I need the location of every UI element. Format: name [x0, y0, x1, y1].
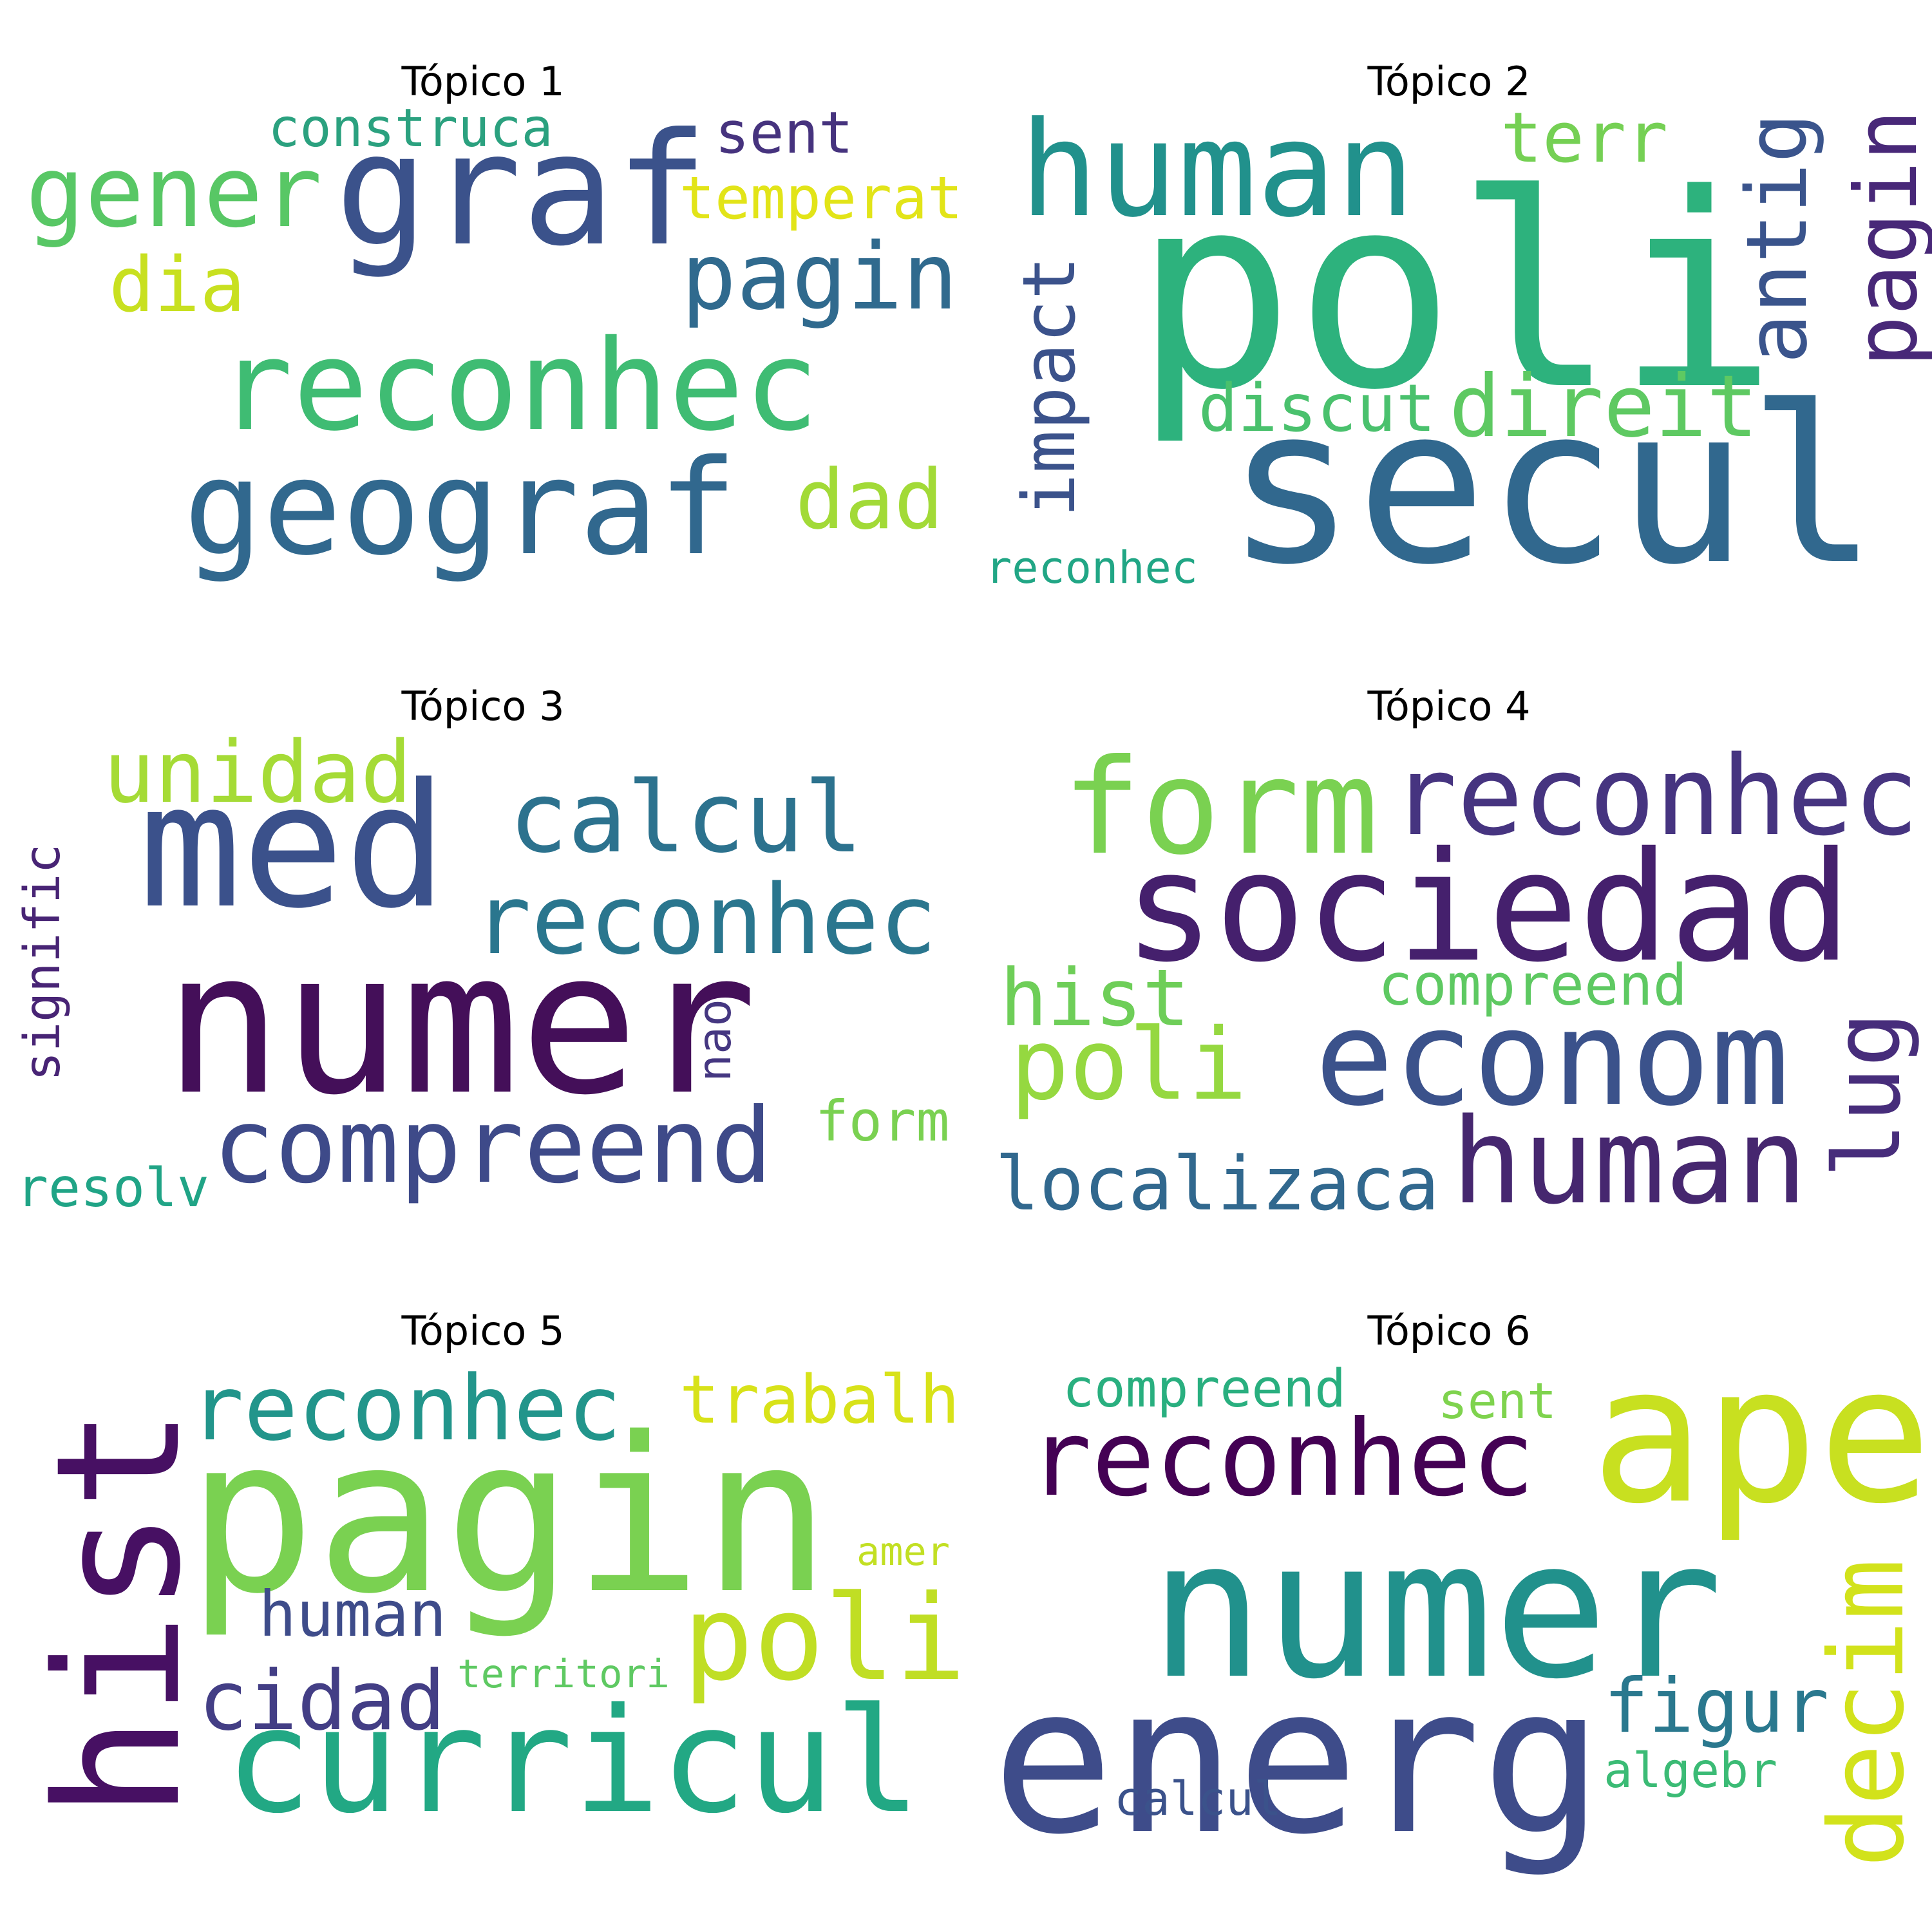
word-calcul: calcul	[509, 760, 864, 875]
word-cloud: reconhec graf geograf gener pagin dia dad const…	[0, 0, 966, 644]
word-numer: numer	[1149, 1499, 1723, 1721]
word-gener: gener	[25, 135, 323, 251]
topic-title: Tópico 2	[1367, 58, 1531, 105]
word-impact: impact	[1007, 256, 1092, 517]
word-numer: numer	[164, 909, 757, 1139]
word-form: form	[815, 1089, 950, 1155]
word-amer: amer	[857, 1529, 950, 1575]
word-discut: discut	[1198, 370, 1436, 447]
word-hist: hist	[19, 1407, 219, 1819]
word-poli: poli	[1133, 137, 1778, 449]
word-human: human	[1451, 1094, 1808, 1231]
word-antig: antig	[1728, 113, 1826, 364]
word-curricul: curricul	[225, 1676, 922, 1845]
topic-panel-1: Tópico 1 reconhec graf geograf gener pagin dia…	[0, 0, 966, 644]
word-localizaca: localizaca	[995, 1141, 1440, 1227]
word-graf: graf	[335, 99, 709, 280]
word-decim: decim	[1807, 1558, 1927, 1868]
word-cloud: poli secul human impact terr antig pagin discut…	[966, 0, 1932, 644]
word-trabalh: trabalh	[679, 1361, 960, 1439]
word-lug: lug	[1813, 1012, 1921, 1178]
word-terr: terr	[1501, 98, 1669, 178]
word-reconhec: reconhec	[985, 542, 1198, 594]
word-reconhec: reconhec	[1391, 733, 1919, 861]
word-calcul: calcul	[1114, 1771, 1282, 1826]
word-reconhec: reconhec	[218, 313, 819, 459]
word-cloud: numer med unidad calcul reconhec compreend sig…	[0, 625, 966, 1269]
word-sociedad: sociedad	[1123, 819, 1852, 996]
word-secul: secul	[1226, 359, 1879, 612]
word-signific: signific	[14, 844, 72, 1082]
topic-title: Tópico 4	[1367, 683, 1531, 730]
topic-title: Tópico 3	[401, 683, 565, 730]
word-compreend: compreend	[1063, 1358, 1346, 1419]
topic-panel-4: Tópico 4 form reconhec sociedad hist compreen…	[966, 625, 1932, 1269]
word-resolv: resolv	[16, 1157, 209, 1220]
word-form: form	[1062, 731, 1379, 884]
word-algebr: algebr	[1604, 1742, 1778, 1799]
word-pagin: pagin	[187, 1392, 831, 1641]
word-med: med	[138, 747, 448, 947]
word-human: human	[1019, 93, 1416, 247]
word-energ: energ	[992, 1643, 1604, 1880]
word-sent: sent	[715, 99, 853, 167]
word-reconhec: reconhec	[1028, 1397, 1535, 1520]
word-cidad: cidad	[198, 1653, 446, 1749]
topic-title: Tópico 6	[1367, 1307, 1531, 1354]
word-geograf: geograf	[184, 431, 738, 585]
topic-panel-2: Tópico 2 poli secul human impact terr antig pag…	[966, 0, 1932, 644]
topic-title: Tópico 1	[401, 58, 565, 105]
topic-title: Tópico 5	[401, 1307, 565, 1354]
word-compreend: compreend	[213, 1085, 773, 1206]
word-econom: econom	[1314, 982, 1790, 1135]
word-direit: direit	[1449, 357, 1758, 457]
word-dia: dia	[109, 240, 245, 329]
word-figur: figur	[1604, 1662, 1829, 1750]
word-compreend: compreend	[1378, 951, 1687, 1018]
word-cloud: compreend sent ape reconhec numer decim energ f…	[966, 1249, 1932, 1893]
word-poli: poli	[683, 1569, 967, 1707]
word-nao: nao	[688, 998, 742, 1082]
word-reconhec: reconhec	[190, 1356, 622, 1461]
word-human: human	[258, 1578, 447, 1651]
topic-panel-3: Tópico 3 numer med unidad calcul reconhec comp…	[0, 625, 966, 1269]
word-cloud: form reconhec sociedad hist compreend poli eco…	[966, 625, 1932, 1269]
word-hist: hist	[999, 951, 1190, 1044]
word-pagin: pagin	[681, 222, 958, 330]
word-cloud: hist pagin reconhec trabalh amer human poli cid…	[0, 1249, 966, 1893]
word-temperat: temperat	[679, 163, 963, 232]
word-sent: sent	[1437, 1373, 1557, 1431]
word-pagin: pagin	[1837, 109, 1932, 367]
word-reconhec: reconhec	[473, 864, 938, 977]
topic-panel-6: Tópico 6 compreend sent ape reconhec numer dec…	[966, 1249, 1932, 1893]
word-dad: dad	[795, 452, 944, 548]
word-ape: ape	[1591, 1326, 1932, 1546]
word-territori: territori	[457, 1651, 670, 1697]
topic-panel-5: Tópico 5 hist pagin reconhec trabalh amer huma…	[0, 1249, 966, 1893]
word-construca: construca	[268, 98, 553, 160]
word-unidad: unidad	[103, 723, 412, 822]
word-poli: poli	[1010, 1008, 1247, 1123]
